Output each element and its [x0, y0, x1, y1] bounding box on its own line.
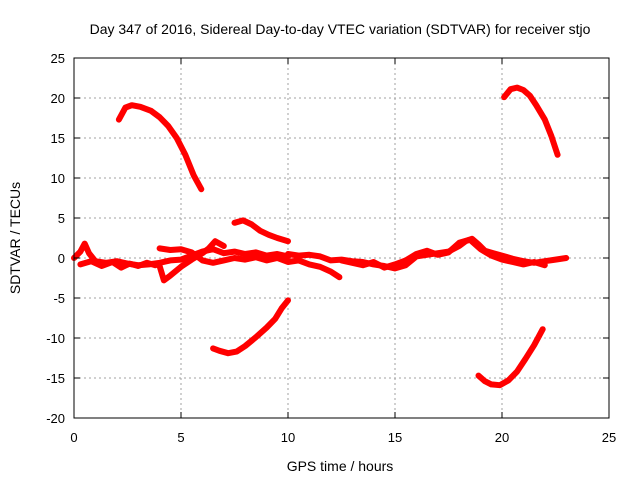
- series-arc-g: [77, 258, 159, 271]
- y-tick-label: 0: [58, 251, 65, 266]
- x-tick-label: 20: [495, 430, 509, 445]
- x-axis-title: GPS time / hours: [287, 458, 394, 474]
- series-arc-k: [338, 236, 548, 271]
- plot-frame: [73, 57, 610, 419]
- series-arc-c: [231, 217, 291, 245]
- series-arc-d: [210, 297, 291, 357]
- series-arc-i: [156, 245, 343, 281]
- series-arc-a: [115, 102, 205, 193]
- series-arc-f: [71, 240, 291, 269]
- x-tick-label: 0: [70, 430, 77, 445]
- y-axis-title: SDTVAR / TECUs: [7, 182, 23, 294]
- y-tick-label: -15: [46, 371, 65, 386]
- y-tick-label: 10: [51, 171, 65, 186]
- y-tick-label: 5: [58, 211, 65, 226]
- x-tick-label: 10: [281, 430, 295, 445]
- y-tick-label: 25: [51, 51, 65, 66]
- x-tick-label: 5: [177, 430, 184, 445]
- y-tick-label: 20: [51, 91, 65, 106]
- y-tick-label: 15: [51, 131, 65, 146]
- y-tick-label: -5: [53, 291, 65, 306]
- x-tick-label: 15: [388, 430, 402, 445]
- series-layer: [71, 84, 570, 389]
- series-arc-h: [156, 238, 227, 284]
- series-arc-b: [501, 84, 561, 158]
- x-tick-label: 25: [602, 430, 616, 445]
- y-tick-label: -20: [46, 411, 65, 426]
- y-tick-label: -10: [46, 331, 65, 346]
- tick-layer: [73, 57, 610, 419]
- series-arc-e: [475, 326, 546, 389]
- chart-title: Day 347 of 2016, Sidereal Day-to-day VTE…: [90, 21, 591, 37]
- label-layer: 0 5 10 15 20 25 -20 -15 -10 -5 0 5 10 15 20 25: [46, 51, 616, 445]
